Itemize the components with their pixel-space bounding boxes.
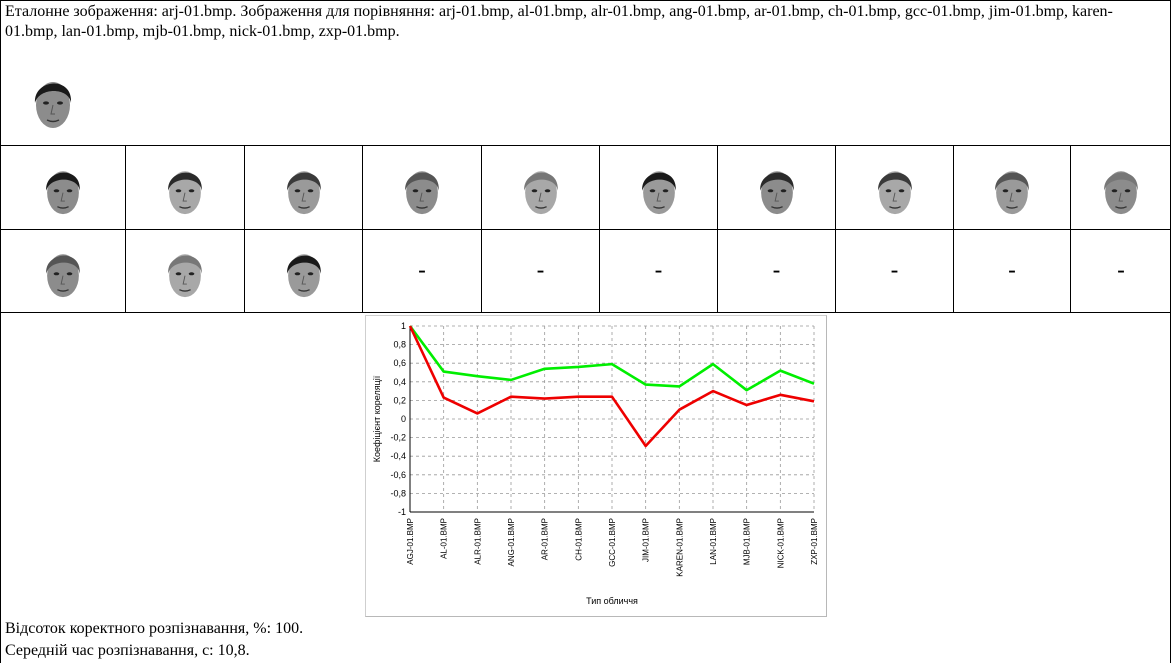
avg-recognition-time: Середній час розпізнавання, с: 10,8. — [5, 642, 250, 659]
x-tick-label: NICK-01.BMP — [776, 518, 785, 568]
x-tick-label: AR-01.BMP — [541, 518, 550, 560]
empty-cell-dash: - — [718, 230, 836, 312]
correlation-chart: 1 0,8 0,6 0,4 0,2 0 -0,2 -0,4 -0,6 -0,8 -1 AGJ-01.B… — [365, 315, 827, 617]
x-tick-label: JIM-01.BMP — [642, 518, 651, 562]
x-axis-title: Тип обличчя — [586, 596, 638, 606]
header-section: Еталонне зображення: arj-01.bmp. Зображе… — [0, 0, 1171, 146]
empty-cell-dash: - — [1071, 230, 1171, 312]
series-line-1 — [408, 325, 815, 392]
lan-face-image — [1071, 146, 1171, 229]
y-tick-label: -1 — [398, 507, 406, 517]
ar-face-image — [482, 146, 600, 229]
empty-cell-dash: - — [482, 230, 600, 312]
x-tick-label: GCC-01.BMP — [608, 518, 617, 567]
gcc-face-image — [718, 146, 836, 229]
y-tick-label: 0,6 — [393, 358, 406, 368]
dash-text: - — [890, 257, 899, 284]
series-line-2 — [408, 325, 815, 448]
empty-cell-dash: - — [600, 230, 718, 312]
x-tick-label: KAREN-01.BMP — [675, 518, 684, 577]
x-tick-label: ANG-01.BMP — [507, 518, 516, 566]
x-tick-label: MJB-01.BMP — [743, 518, 752, 565]
faces-row-2: ------- — [0, 230, 1171, 313]
recognition-percent: Відсоток коректного розпізнавання, %: 10… — [5, 620, 304, 637]
reference-face-image — [23, 62, 107, 138]
x-tick-label: AL-01.BMP — [440, 518, 449, 559]
y-tick-label: -0,2 — [390, 433, 406, 443]
chart-svg: 1 0,8 0,6 0,4 0,2 0 -0,2 -0,4 -0,6 -0,8 -1AGJ-01.B… — [372, 321, 819, 606]
empty-cell-dash: - — [363, 230, 482, 312]
dash-text: - — [418, 257, 426, 284]
x-tick-label: AGJ-01.BMP — [406, 518, 415, 565]
y-tick-label: -0,8 — [390, 488, 406, 498]
y-tick-label: 1 — [401, 321, 406, 331]
x-tick-label: ALR-01.BMP — [473, 518, 482, 565]
x-tick-label: CH-01.BMP — [574, 518, 583, 561]
y-tick-label: -0,6 — [390, 470, 406, 480]
y-tick-label: 0 — [401, 414, 406, 424]
dash-text: - — [1008, 257, 1016, 284]
chart-section: 1 0,8 0,6 0,4 0,2 0 -0,2 -0,4 -0,6 -0,8 -1 AGJ-01.B… — [0, 313, 1171, 663]
nick-face-image — [126, 230, 245, 312]
y-axis-title: Коефіцієнт кореляції — [372, 375, 382, 462]
empty-cell-dash: - — [954, 230, 1071, 312]
dash-text: - — [1117, 257, 1125, 284]
ang-face-image — [363, 146, 482, 229]
faces-row-1 — [0, 146, 1171, 230]
x-tick-label: ZXP-01.BMP — [810, 518, 819, 565]
x-tick-label: LAN-01.BMP — [709, 518, 718, 565]
ch-face-image — [600, 146, 718, 229]
dash-text: - — [772, 257, 781, 284]
zxp-face-image — [245, 230, 363, 312]
al-face-image — [126, 146, 245, 229]
arj-face-image — [0, 146, 126, 229]
header-text: Еталонне зображення: arj-01.bmp. Зображе… — [5, 3, 1113, 40]
y-tick-label: 0,8 — [393, 340, 406, 350]
alr-face-image — [245, 146, 363, 229]
y-tick-label: 0,2 — [393, 395, 406, 405]
y-tick-label: 0,4 — [393, 377, 406, 387]
karen-face-image — [954, 146, 1071, 229]
empty-cell-dash: - — [836, 230, 954, 312]
dash-text: - — [536, 257, 545, 284]
mjb-face-image — [0, 230, 126, 312]
jim-face-image — [836, 146, 954, 229]
dash-text: - — [654, 257, 663, 284]
y-tick-label: -0,4 — [390, 451, 406, 461]
